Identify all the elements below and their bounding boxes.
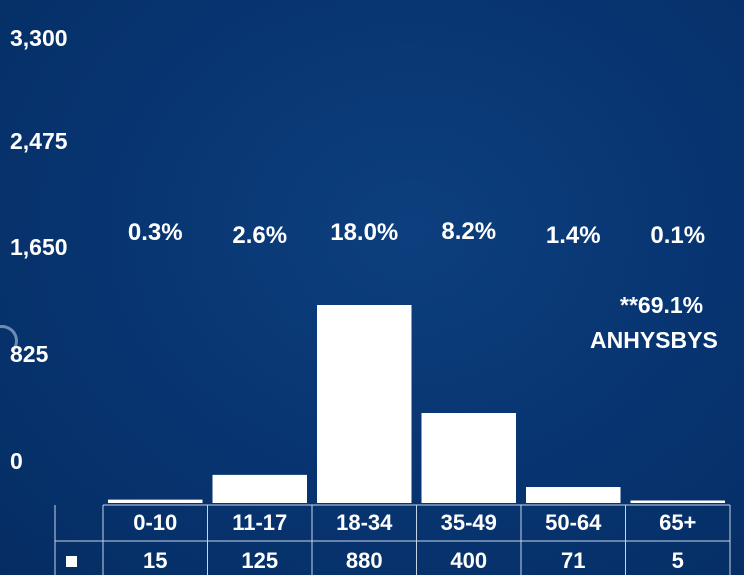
bar-65+ [630, 500, 725, 503]
y-tick-label: 3,300 [10, 25, 68, 51]
category-label: 18-34 [336, 510, 393, 535]
percent-label: 0.1% [650, 222, 706, 249]
annotation-percent: **69.1% [620, 292, 704, 318]
y-tick-label: 825 [10, 341, 49, 367]
percent-label: 8.2% [441, 218, 497, 245]
value-label: 71 [561, 548, 586, 573]
category-label: 35-49 [440, 510, 497, 535]
decorative-swirl [0, 325, 18, 357]
bar-18-34 [317, 305, 412, 503]
category-label: 65+ [659, 510, 697, 535]
y-tick-label: 1,650 [10, 234, 68, 260]
bar-11-17 [212, 474, 307, 503]
value-label: 880 [345, 548, 383, 573]
value-label: 5 [671, 548, 684, 573]
category-label: 11-17 [232, 510, 288, 535]
value-label: 15 [143, 548, 168, 573]
category-label: 0-10 [133, 510, 178, 535]
value-label: 125 [241, 548, 279, 573]
bar-35-49 [421, 413, 516, 503]
percent-label: 0.3% [127, 219, 183, 246]
percent-label: 18.0% [330, 219, 399, 246]
value-label: 400 [450, 548, 488, 573]
category-label: 50-64 [545, 510, 602, 535]
percent-label: 1.4% [545, 222, 601, 249]
legend-marker-icon [66, 556, 77, 567]
bar-50-64 [526, 487, 621, 503]
bar-0-10 [108, 499, 203, 503]
annotation-label: ANHYSBYS [590, 327, 718, 353]
percent-label: 2.6% [232, 222, 288, 249]
y-tick-label: 0 [10, 448, 23, 474]
y-tick-label: 2,475 [10, 128, 68, 154]
